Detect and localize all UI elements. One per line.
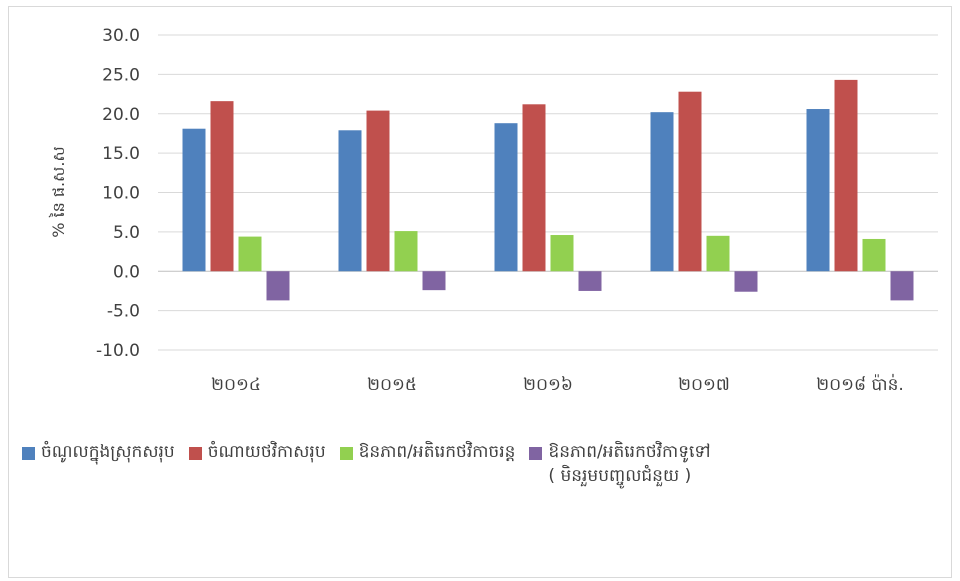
x-category-label: ២០១៤ [211,375,261,395]
legend-swatch [339,447,353,460]
bar [366,110,390,272]
x-category-label: ២០១៦ [523,375,573,395]
bar-chart: 30.0 25.0 20.0 15.0 10.0 5.0 0.0 -5.0 -10.0 ២០១៤… [48,26,938,395]
bar [650,112,674,272]
x-axis-categories: ២០១៤ ២០១៥ ២០១៦ ២០១៧ ២០១៨ ប៉ាន់. [211,373,904,395]
y-tick-label: 25.0 [102,65,140,85]
legend-label: ចំណូលក្នុងស្រុកសរុប [41,442,175,462]
bar [422,271,446,291]
bar [394,231,418,272]
legend-swatch [188,447,202,460]
bar [706,235,730,272]
legend: ចំណូលក្នុងស្រុកសរុប ចំណាយថវិកាសរុប ឱនភាព/អ… [22,440,942,488]
x-category-label: ២០១៧ [678,375,730,395]
y-tick-label: 30.0 [102,26,140,46]
legend-label: ចំណាយថវិកាសរុប [207,442,326,462]
y-tick-label: 20.0 [102,105,140,125]
bar [890,271,914,301]
legend-item: ឱនភាព/អតិរេកថវិកាទូទៅ( មិនរួមបញ្ចូលជំនួយ… [529,440,711,488]
bar [494,123,518,272]
legend-label: ឱនភាព/អតិរេកថវិកាចរន្ត [358,442,516,462]
x-category-label: ២០១៨ ប៉ាន់. [816,373,904,395]
bar [806,109,830,272]
bar [734,271,758,292]
bar [678,91,702,272]
y-tick-label: 10.0 [102,184,140,204]
bar [210,101,234,272]
bar [522,104,546,272]
bar [550,235,574,272]
bar [182,128,206,272]
legend-label-subtext: ( មិនរួមបញ្ចូលជំនួយ ) [548,466,692,486]
legend-item: ចំណាយថវិកាសរុប [188,440,326,464]
bar [834,79,858,272]
legend-label: ឱនភាព/អតិរេកថវិកាទូទៅ( មិនរួមបញ្ចូលជំនួយ… [548,442,711,486]
y-tick-label: 15.0 [102,144,140,164]
y-axis-title: % នៃ ផ.ស.ស [48,146,68,237]
x-category-label: ២០១៥ [367,375,417,395]
y-tick-label: -10.0 [96,341,140,361]
bar [578,271,602,291]
bar [862,238,886,272]
bar [338,130,362,272]
y-tick-label: 0.0 [113,262,140,282]
legend-item: ចំណូលក្នុងស្រុកសរុប [22,440,175,464]
legend-swatch [529,447,543,460]
bar [238,236,262,272]
legend-swatch [22,447,35,460]
chart-frame [8,6,952,578]
y-tick-label: -5.0 [107,302,140,322]
bars [182,79,914,301]
bar [266,271,290,301]
y-axis-ticks: 30.0 25.0 20.0 15.0 10.0 5.0 0.0 -5.0 -10.0 [96,26,140,361]
legend-item: ឱនភាព/អតិរេកថវិកាចរន្ត [339,440,516,464]
y-tick-label: 5.0 [113,223,140,243]
